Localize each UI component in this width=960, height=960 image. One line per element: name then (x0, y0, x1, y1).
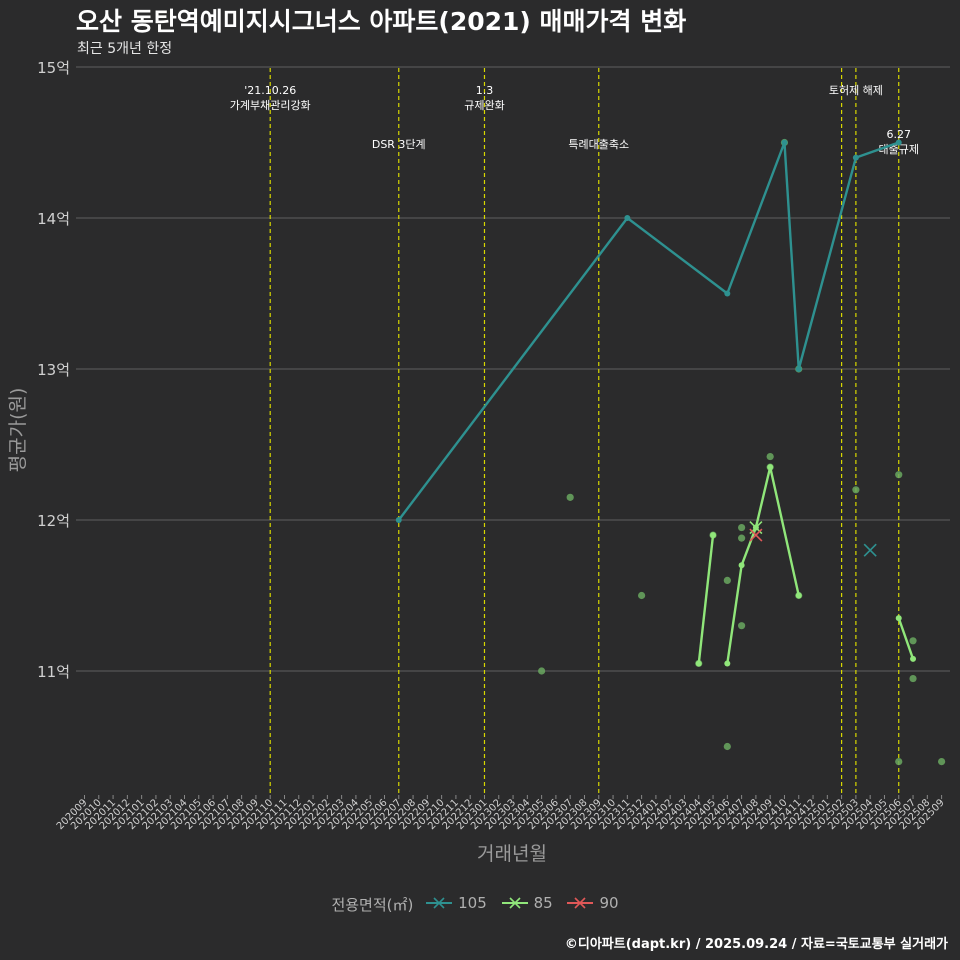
legend: 전용면적(㎡) 105 85 90 (0, 894, 960, 915)
data-point (895, 758, 903, 766)
gridlines (76, 66, 950, 672)
legend-label-90: 90 (599, 894, 619, 912)
event-label: 1.3 (476, 84, 494, 97)
marker-stroke (749, 528, 763, 542)
series-85-vertex (695, 660, 702, 667)
y-tick-label: 14억 (37, 210, 70, 228)
series-105-vertex (852, 154, 859, 161)
data-point (566, 493, 574, 501)
y-tick-label: 13억 (37, 361, 70, 379)
series-105-vertex (624, 215, 631, 221)
series-85-vertex (738, 562, 745, 569)
series-85-line (726, 465, 800, 664)
event-label: DSR 3단계 (372, 138, 426, 151)
y-tick-label: 15억 (37, 59, 70, 77)
x-axis: 2020092020102020112020122021012021022021… (55, 795, 947, 832)
series-105-vertex (724, 290, 731, 297)
legend-item-85: 85 (501, 894, 553, 912)
y-axis-label: 평균가(원) (7, 388, 29, 473)
legend-item-90: 90 (567, 894, 619, 912)
data-point (852, 486, 860, 494)
chart-title: 오산 동탄역예미지시그너스 아파트(2021) 매매가격 변화 (76, 7, 687, 36)
series-85-vertex (795, 592, 802, 599)
source-caption: ©디아파트(dapt.kr) / 2025.09.24 / 자료=국토교통부 실… (564, 937, 948, 952)
series-85-vertex (710, 532, 717, 539)
series-85-vertex (910, 655, 917, 662)
data-point (538, 667, 546, 675)
data-point (938, 758, 946, 766)
event-label: '21.10.26 (244, 84, 296, 97)
legend-swatch-85 (501, 897, 528, 909)
marker-stroke (863, 543, 877, 557)
data-point (738, 622, 746, 630)
series-105-vertex (395, 517, 402, 523)
legend-label-85: 85 (533, 894, 553, 912)
legend-swatch-105 (426, 897, 453, 909)
y-axis: 11억 12억 13억 14억 15억 (37, 59, 70, 681)
y-tick-label: 11억 (37, 663, 70, 681)
x-axis-label: 거래년월 (477, 843, 547, 865)
data-point (766, 452, 774, 461)
series-85-vertex (895, 615, 902, 622)
series-105-marker (863, 543, 877, 557)
data-point (723, 576, 731, 585)
series-85-vertex (724, 660, 731, 667)
series-layer (395, 138, 946, 766)
data-point (723, 742, 731, 751)
event-label: 가계부채관리강화 (230, 99, 311, 112)
data-point (909, 637, 917, 645)
chart-subtitle: 최근 5개년 한정 (77, 41, 173, 57)
legend-title: 전용면적(㎡) (331, 896, 414, 914)
data-point (638, 591, 646, 600)
series-85-line (897, 617, 915, 660)
series-85-vertex (767, 464, 774, 471)
series-105-line (397, 141, 900, 521)
event-label: 특례대출축소 (568, 138, 629, 151)
legend-swatch-90 (567, 897, 594, 909)
legend-item-105: 105 (426, 894, 487, 912)
data-point (738, 534, 746, 542)
series-105-vertex (795, 366, 802, 372)
data-point (909, 674, 917, 683)
y-tick-label: 12억 (37, 512, 70, 530)
data-point (738, 523, 746, 532)
series-90-marker (749, 528, 763, 542)
series-85-line (697, 534, 715, 664)
data-point (895, 471, 903, 479)
series-105-vertex (781, 139, 788, 146)
event-label: 규제완화 (464, 99, 504, 112)
event-label: 토허제 해제 (829, 83, 883, 97)
legend-label-105: 105 (458, 894, 487, 912)
series-105-vertex (895, 139, 902, 146)
event-label: 6.27 (886, 128, 911, 141)
